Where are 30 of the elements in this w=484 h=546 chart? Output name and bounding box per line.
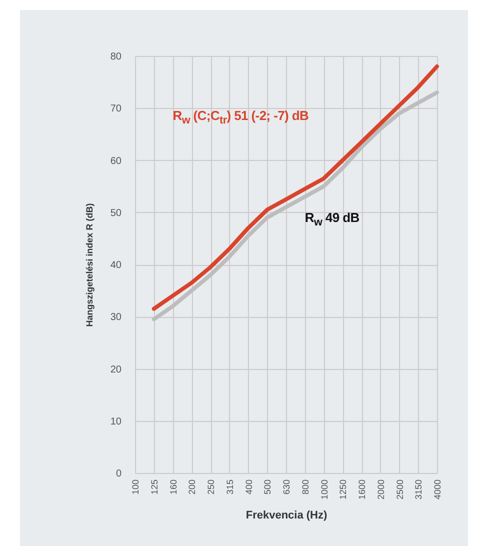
x-axis-title: Frekvencia (Hz)	[246, 510, 328, 522]
x-tick-label: 3150	[414, 480, 424, 500]
x-tick-label: 2500	[394, 480, 405, 500]
x-tick-label: 500	[262, 480, 273, 495]
series-label: R$_{w}$ 49 dB	[304, 210, 360, 230]
x-tick-label: 630	[282, 480, 292, 495]
x-tick-label: 1000	[319, 480, 330, 500]
y-tick-label: 60	[110, 156, 122, 167]
y-tick-label: 10	[110, 416, 122, 428]
y-tick-label: 80	[110, 52, 122, 62]
y-tick-label: 30	[110, 312, 122, 324]
x-tick-label: 250	[206, 480, 216, 495]
text: R$_{w}$ (C;C$_{tr}$) 51 (-2; -7) dB	[172, 108, 309, 129]
y-tick-label: 40	[110, 260, 122, 271]
y-axis-title: Hangszigetelési index R (dB)	[84, 203, 94, 327]
y-tick-label: 20	[110, 364, 122, 376]
x-tick-label: 1600	[357, 480, 367, 500]
x-tick-label: 125	[149, 480, 160, 495]
x-tick-label: 2000	[376, 480, 386, 500]
x-tick-label: 800	[300, 480, 310, 495]
y-tick-label: 70	[110, 104, 122, 115]
x-tick-label: 200	[187, 480, 198, 495]
x-tick-label: 160	[168, 480, 178, 495]
x-tick-label: 4000	[432, 480, 442, 500]
x-tick-label: 400	[244, 480, 254, 495]
x-tick-label: 1250	[338, 480, 348, 500]
y-tick-label: 0	[116, 468, 122, 480]
x-tick-label: 315	[224, 480, 235, 495]
x-tick-label: 100	[130, 480, 140, 495]
y-tick-label: 50	[110, 208, 122, 219]
